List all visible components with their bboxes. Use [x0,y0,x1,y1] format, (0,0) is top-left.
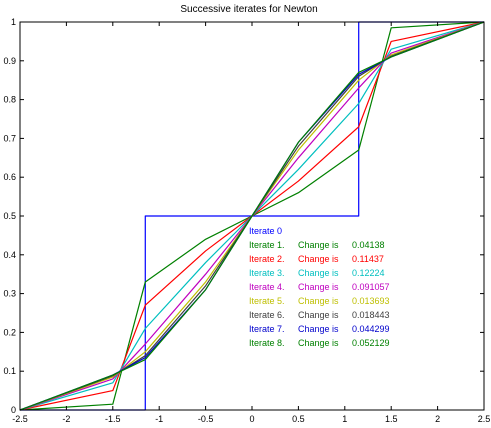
legend: Iterate 0 Iterate 1. Change is 0.04138 Itera… [249,226,390,348]
legend-change-value-1: 0.04138 [352,240,385,250]
legend-change-label-6: Change is [298,310,339,320]
legend-entry-8: Iterate 8. [249,338,285,348]
legend-entry-3: Iterate 3. [249,268,285,278]
series-layer [19,21,485,411]
legend-entry-0: Iterate 0 [249,226,282,236]
legend-change-value-2: 0.11437 [352,254,384,264]
legend-change-label-2: Change is [298,254,339,264]
y-tick-label-1: 0.1 [3,366,16,376]
legend-change-value-3: 0.12224 [352,268,385,278]
legend-change-label-1: Change is [298,240,339,250]
x-tick-label-7: 1 [342,414,347,424]
legend-change-label-3: Change is [298,268,339,278]
legend-change-label-5: Change is [298,296,339,306]
legend-change-label-8: Change is [298,338,339,348]
legend-change-value-4: 0.091057 [352,282,390,292]
x-tick-label-9: 2 [435,414,440,424]
legend-entry-4: Iterate 4. [249,282,285,292]
legend-change-label-4: Change is [298,282,339,292]
y-tick-label-9: 0.9 [3,56,16,66]
x-tick-label-10: 2.5 [478,414,491,424]
x-tick-label-5: 0 [249,414,254,424]
y-tick-label-3: 0.3 [3,289,16,299]
y-tick-label-8: 0.8 [3,95,16,105]
y-tick-label-2: 0.2 [3,327,16,337]
y-tick-label-7: 0.7 [3,133,16,143]
x-tick-label-3: -1 [155,414,163,424]
x-tick-label-6: 0.5 [292,414,305,424]
y-tick-label-0: 0 [11,405,16,415]
legend-entry-6: Iterate 6. [249,310,285,320]
y-tick-label-5: 0.5 [3,211,16,221]
y-tick-label-4: 0.4 [3,250,16,260]
legend-entry-7: Iterate 7. [249,324,285,334]
x-axis-ticks: -2.5 -2 -1.5 -1 -0.5 0 0.5 1 1.5 2 2.5 [12,22,490,424]
x-tick-label-2: -1.5 [105,414,121,424]
x-tick-label-4: -0.5 [198,414,214,424]
y-axis-ticks: 0 0.1 0.2 0.3 0.4 0.5 0.6 0.7 0.8 0.9 1 [3,17,484,415]
legend-entry-5: Iterate 5. [249,296,285,306]
legend-change-label-7: Change is [298,324,339,334]
x-tick-label-8: 1.5 [385,414,398,424]
x-tick-label-0: -2.5 [12,414,28,424]
legend-entry-2: Iterate 2. [249,254,285,264]
y-tick-label-10: 1 [11,17,16,27]
chart-title: Successive iterates for Newton [180,4,317,15]
legend-change-value-5: 0.013693 [352,296,390,306]
x-tick-label-1: -2 [62,414,70,424]
legend-change-value-7: 0.044299 [352,324,390,334]
legend-change-value-6: 0.018443 [352,310,390,320]
legend-entry-1: Iterate 1. [249,240,285,250]
legend-change-value-8: 0.052129 [352,338,390,348]
series-line-8 [19,21,485,411]
y-tick-label-6: 0.6 [3,172,16,182]
